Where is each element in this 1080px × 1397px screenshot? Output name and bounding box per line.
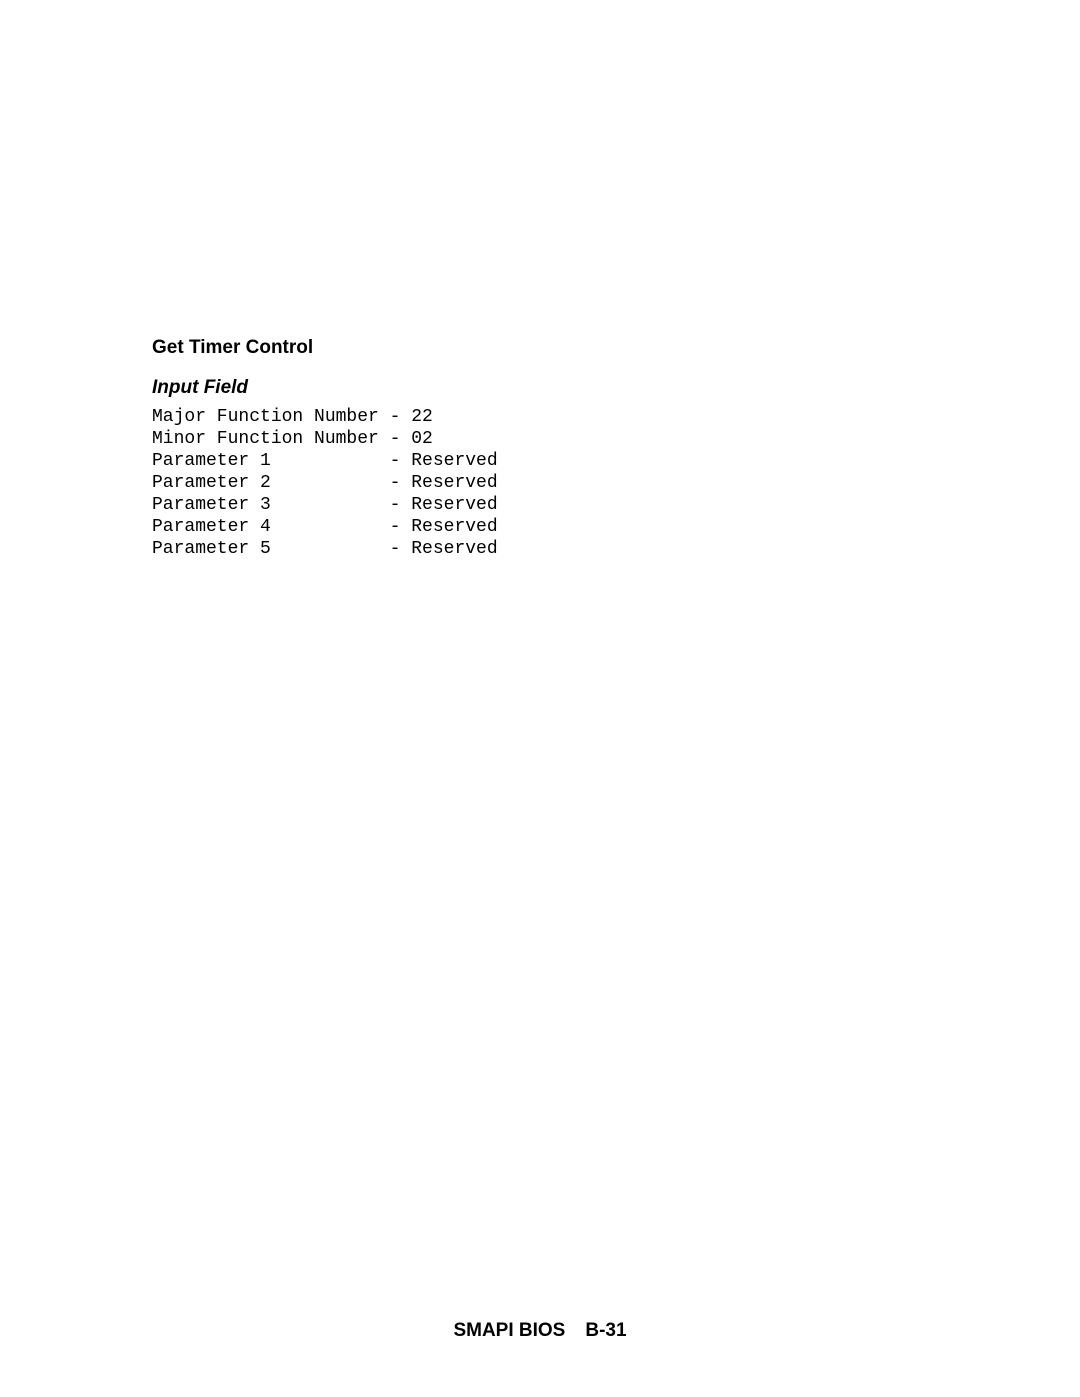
footer-page: B-31: [585, 1320, 626, 1341]
input-field-table: Major Function Number - 22 Minor Functio…: [152, 407, 498, 561]
subsection-title: Input Field: [152, 377, 498, 399]
footer-label: SMAPI BIOS: [453, 1320, 565, 1341]
page-footer: SMAPI BIOS B-31: [0, 1320, 1080, 1342]
content-region: Get Timer Control Input Field Major Func…: [152, 337, 498, 561]
section-title: Get Timer Control: [152, 337, 498, 359]
